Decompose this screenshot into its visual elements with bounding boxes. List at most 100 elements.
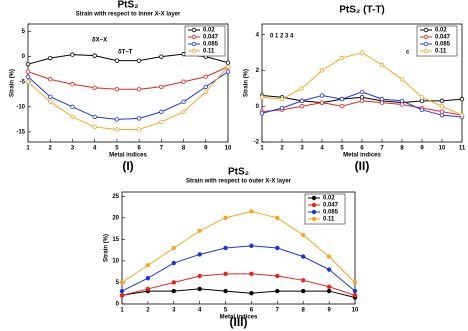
data-point (48, 55, 53, 61)
legend-label: 0.047 (323, 203, 339, 209)
series-line (121, 288, 356, 299)
data-point (359, 98, 365, 104)
legend-marker (311, 209, 317, 215)
y-tick-label: -15 (16, 130, 25, 136)
x-tick-label: 4 (198, 308, 202, 314)
data-point (399, 77, 405, 82)
y-tick-label: 0 (256, 104, 260, 110)
annotation: c (406, 50, 410, 56)
x-axis-label: Metal indices (343, 153, 381, 159)
data-point (48, 77, 53, 82)
data-point (259, 95, 265, 100)
legend-marker (311, 216, 317, 222)
x-tick-label: 4 (93, 146, 97, 152)
legend-marker (423, 48, 429, 54)
y-axis-label: Strain (%) (244, 69, 250, 97)
data-point (25, 61, 31, 67)
data-point (70, 104, 75, 110)
chart-title: PtS₂ (T-T) (339, 5, 385, 16)
data-point (119, 293, 125, 298)
data-point (399, 102, 405, 107)
series-line (261, 52, 463, 116)
x-tick-label: 3 (300, 146, 304, 152)
panel-label: (III) (230, 315, 248, 329)
data-point (203, 84, 208, 89)
data-point (299, 86, 305, 91)
legend-label: 0.047 (435, 35, 451, 41)
data-point (352, 280, 358, 285)
data-point (301, 232, 306, 238)
data-point (92, 53, 97, 58)
x-tick-label: 9 (327, 308, 331, 314)
data-point (275, 288, 280, 294)
x-tick-label: 6 (137, 146, 141, 152)
data-point (301, 288, 306, 294)
panel-label: (II) (355, 159, 370, 173)
data-point (339, 96, 345, 102)
data-point (225, 64, 231, 69)
data-point (119, 280, 125, 285)
y-tick-label: 5 (116, 280, 120, 286)
x-tick-label: 5 (115, 146, 119, 152)
y-axis-label: Strain (%) (104, 234, 110, 262)
annotation: δT−T (118, 50, 133, 56)
chart-title: PtS₂ (228, 167, 249, 178)
x-axis-label: Metal indices (220, 315, 258, 321)
data-point (92, 114, 97, 120)
data-point (145, 286, 151, 292)
legend-label: 0.11 (203, 49, 215, 55)
data-point (92, 124, 97, 130)
data-point (136, 87, 142, 92)
data-point (159, 84, 164, 89)
data-point (223, 245, 228, 251)
x-tick-label: 2 (49, 146, 53, 152)
plot-frame (121, 191, 356, 305)
data-point (171, 288, 176, 294)
x-tick-label: 3 (71, 146, 75, 152)
x-tick-label: 5 (224, 308, 228, 314)
legend-marker (191, 48, 197, 54)
x-tick-label: 8 (182, 146, 186, 152)
data-point (159, 109, 164, 115)
data-point (379, 62, 385, 68)
data-point (249, 209, 254, 214)
legend-marker (423, 27, 429, 33)
data-point (119, 288, 125, 294)
x-axis-label: Metal indices (109, 153, 147, 159)
data-point (171, 245, 176, 251)
data-point (249, 243, 254, 249)
data-point (223, 288, 228, 294)
y-tick-label: 25 (112, 194, 119, 200)
data-point (326, 288, 332, 294)
data-point (223, 271, 228, 277)
x-tick-label: 2 (146, 308, 150, 314)
panel-label: (I) (122, 159, 133, 173)
series-line (27, 66, 229, 130)
data-point (419, 95, 425, 100)
data-point (197, 286, 202, 292)
data-point (145, 275, 151, 281)
data-point (319, 68, 325, 73)
data-point (181, 99, 186, 105)
data-point (203, 89, 208, 94)
data-point (25, 79, 31, 84)
data-point (249, 271, 254, 277)
data-point (279, 105, 285, 111)
legend-label: 0.02 (435, 28, 447, 34)
annotation: 0 1 2 3 4 (270, 34, 294, 40)
y-tick-label: -10 (16, 104, 25, 110)
y-tick-label: -5 (20, 79, 26, 85)
y-tick-label: 4 (256, 32, 260, 38)
data-point (25, 69, 31, 74)
x-tick-label: 10 (439, 146, 446, 152)
legend-label: 0.11 (323, 217, 335, 223)
x-tick-label: 7 (276, 308, 280, 314)
x-tick-label: 11 (459, 146, 466, 152)
x-tick-label: 4 (320, 146, 324, 152)
data-point (275, 245, 280, 251)
data-point (319, 93, 325, 98)
legend-label: 0.11 (435, 49, 447, 55)
y-tick-label: 2 (256, 68, 260, 74)
x-tick-label: 1 (120, 308, 124, 314)
